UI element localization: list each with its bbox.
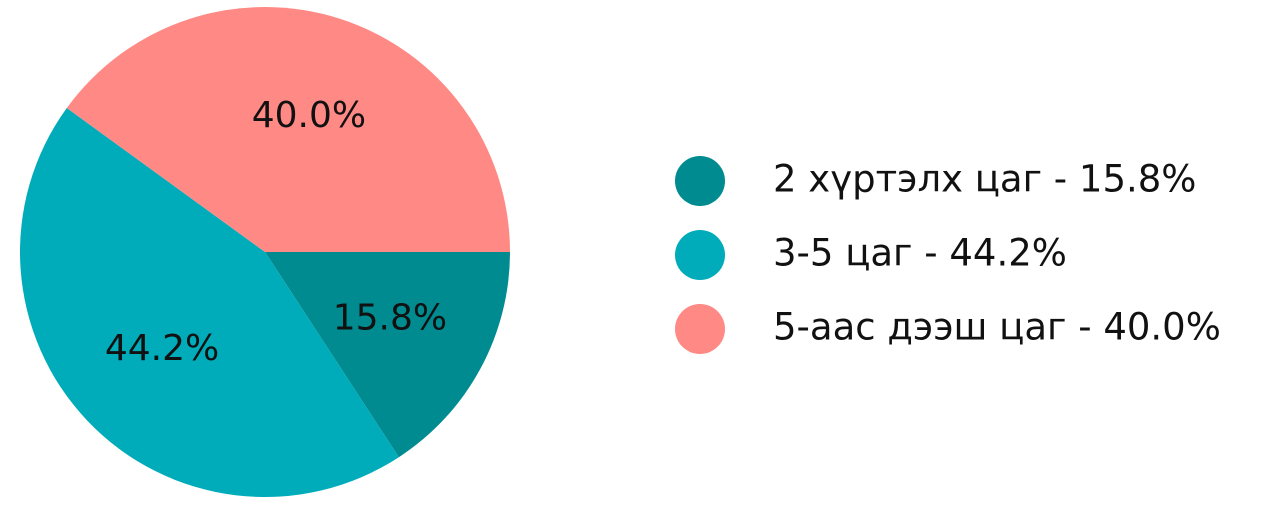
pie-slices xyxy=(20,7,510,497)
slice-value-label-1: 15.8% xyxy=(333,298,447,339)
pie-slice-1 xyxy=(265,252,510,458)
legend-swatch-3 xyxy=(675,304,725,354)
pie-slice-labels: 15.8% 44.2% 40.0% xyxy=(105,95,447,369)
legend-swatch-1 xyxy=(675,156,725,206)
legend-label-3: 5-аас дээш цаг - 40.0% xyxy=(773,306,1221,349)
slice-value-label-3: 40.0% xyxy=(252,95,366,136)
legend-label-2: 3-5 цаг - 44.2% xyxy=(773,232,1067,275)
pie-slice-3 xyxy=(66,7,510,253)
legend-swatch-2 xyxy=(675,230,725,280)
chart-legend: 2 хүртэлх цаг - 15.8% 3-5 цаг - 44.2% 5-аа… xyxy=(675,156,1221,354)
slice-value-label-2: 44.2% xyxy=(105,328,219,369)
legend-label-1: 2 хүртэлх цаг - 15.8% xyxy=(773,158,1196,201)
pie-slice-2 xyxy=(20,107,399,497)
